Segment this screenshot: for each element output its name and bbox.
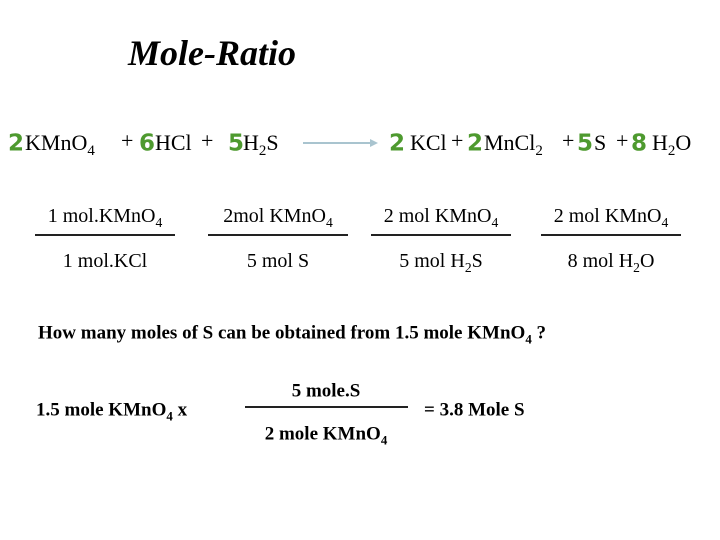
subscript: 2 <box>667 143 676 160</box>
coefficient: 6 <box>139 130 156 157</box>
subscript: 4 <box>155 214 163 230</box>
text-segment: 2 mol KMnO <box>383 205 492 227</box>
subscript: 4 <box>525 331 532 347</box>
fraction-bar <box>35 234 175 236</box>
question: How many moles of S can be obtained from… <box>38 322 547 347</box>
subscript: 4 <box>326 214 333 230</box>
text-segment: 1.5 mole KMnO <box>36 399 167 421</box>
text-segment: 5 mol H <box>399 250 465 272</box>
subscript: 2 <box>258 143 267 160</box>
text-segment: S <box>594 130 607 155</box>
calc-result: = 3.8 Mole S <box>424 399 525 421</box>
formula: S <box>594 132 606 154</box>
text-segment: 5 mol S <box>246 250 310 272</box>
coefficient: 2 <box>389 130 406 157</box>
calc-numerator: 5 mole.S <box>236 382 416 401</box>
text-segment: HCl <box>155 130 192 155</box>
subscript: 2 <box>535 143 543 160</box>
text-segment: O <box>675 130 692 155</box>
text-segment: KMnO <box>25 130 88 155</box>
subscript: 2 <box>464 259 472 275</box>
calc-denominator: 2 mole KMnO4 <box>236 423 416 448</box>
text-segment: x <box>172 399 188 421</box>
fraction-bar <box>208 234 348 236</box>
ratio-denominator: 5 mol S <box>188 251 368 271</box>
formula: MnCl2 <box>484 130 543 159</box>
plus-sign: + <box>616 128 629 153</box>
plus-sign: + <box>201 128 214 153</box>
fraction-bar <box>371 234 511 236</box>
ratio-denominator: 8 mol H2O <box>521 250 701 274</box>
coefficient: 8 <box>631 130 648 157</box>
formula: H2O <box>652 130 692 159</box>
reaction-arrow <box>303 139 378 147</box>
subscript: 4 <box>380 432 388 448</box>
ratio-numerator: 2 mol KMnO4 <box>351 205 531 229</box>
text-segment: O <box>639 250 655 272</box>
subscript: 4 <box>87 143 95 160</box>
title: Mole-Ratio <box>128 33 296 73</box>
text-segment: 5 mole.S <box>291 380 361 402</box>
formula: KMnO4 <box>25 130 95 159</box>
calc-given: 1.5 mole KMnO4 x <box>36 399 188 424</box>
fraction-bar <box>245 406 408 408</box>
text-segment: H <box>243 130 259 155</box>
coefficient: 5 <box>577 130 594 157</box>
text-segment: 2mol KMnO <box>223 205 326 227</box>
formula: H2S <box>243 130 279 159</box>
ratio-numerator: 2 mol KMnO4 <box>521 205 701 229</box>
text-segment: 8 mol H <box>567 250 634 272</box>
ratio-numerator: 1 mol.KMnO4 <box>15 205 195 229</box>
text-segment: 2 mol KMnO <box>553 205 662 227</box>
ratio-numerator: 2mol KMnO4 <box>188 205 368 229</box>
text-segment: S <box>471 250 483 272</box>
plus-sign: + <box>451 128 464 153</box>
ratio-denominator: 5 mol H2S <box>351 250 531 274</box>
text-segment: 2 mole KMnO <box>264 423 381 445</box>
subscript: 2 <box>633 259 640 275</box>
text-segment: 1 mol.KMnO <box>47 205 156 227</box>
text-segment: KCl <box>410 130 447 155</box>
text-segment: How many moles of S can be obtained from… <box>38 322 526 344</box>
subscript: 4 <box>166 408 173 424</box>
formula: KCl <box>410 132 447 154</box>
coefficient: 2 <box>8 130 25 157</box>
subscript: 4 <box>661 214 669 230</box>
text-segment: H <box>652 130 668 155</box>
coefficient: 2 <box>467 130 484 157</box>
coefficient: 5 <box>228 130 245 157</box>
subscript: 4 <box>491 214 499 230</box>
ratio-denominator: 1 mol.KCl <box>15 251 195 271</box>
text-segment: ? <box>531 322 547 344</box>
plus-sign: + <box>562 128 575 153</box>
plus-sign: + <box>121 128 134 153</box>
text-segment: S <box>266 130 279 155</box>
text-segment: MnCl <box>484 130 536 155</box>
fraction-bar <box>541 234 681 236</box>
formula: HCl <box>155 132 192 154</box>
text-segment: 1 mol.KCl <box>62 250 148 272</box>
